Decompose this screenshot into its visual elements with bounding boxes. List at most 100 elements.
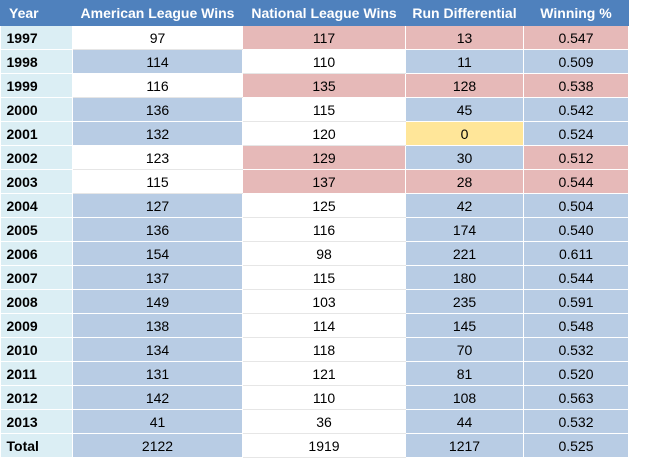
run-differential-cell[interactable]: 128 bbox=[405, 73, 524, 98]
american-league-wins-cell[interactable]: 137 bbox=[72, 265, 243, 290]
run-differential-cell[interactable]: 11 bbox=[405, 49, 524, 74]
year-cell[interactable]: 2009 bbox=[0, 313, 73, 338]
national-league-wins-cell[interactable]: 117 bbox=[242, 25, 406, 50]
winning-percent-cell[interactable]: 0.538 bbox=[523, 73, 629, 98]
american-league-wins-cell[interactable]: 97 bbox=[72, 25, 243, 50]
table-row: 2002 123 129 30 0.512 bbox=[0, 145, 629, 170]
american-league-wins-cell[interactable]: 134 bbox=[72, 337, 243, 362]
run-differential-cell[interactable]: 108 bbox=[405, 385, 524, 410]
header-run-differential[interactable]: Run Differential bbox=[405, 0, 524, 26]
national-league-wins-cell[interactable]: 118 bbox=[242, 337, 406, 362]
year-cell[interactable]: 2008 bbox=[0, 289, 73, 314]
national-league-wins-cell[interactable]: 120 bbox=[242, 121, 406, 146]
national-league-wins-cell[interactable]: 1919 bbox=[242, 433, 406, 458]
run-differential-cell[interactable]: 28 bbox=[405, 169, 524, 194]
national-league-wins-cell[interactable]: 103 bbox=[242, 289, 406, 314]
year-cell[interactable]: 2013 bbox=[0, 409, 73, 434]
winning-percent-cell[interactable]: 0.563 bbox=[523, 385, 629, 410]
american-league-wins-cell[interactable]: 2122 bbox=[72, 433, 243, 458]
winning-percent-cell[interactable]: 0.611 bbox=[523, 241, 629, 266]
run-differential-cell[interactable]: 42 bbox=[405, 193, 524, 218]
year-cell[interactable]: 2000 bbox=[0, 97, 73, 122]
national-league-wins-cell[interactable]: 115 bbox=[242, 265, 406, 290]
winning-percent-cell[interactable]: 0.547 bbox=[523, 25, 629, 50]
run-differential-cell[interactable]: 221 bbox=[405, 241, 524, 266]
run-differential-cell[interactable]: 1217 bbox=[405, 433, 524, 458]
national-league-wins-cell[interactable]: 36 bbox=[242, 409, 406, 434]
run-differential-cell[interactable]: 180 bbox=[405, 265, 524, 290]
run-differential-cell[interactable]: 174 bbox=[405, 217, 524, 242]
national-league-wins-cell[interactable]: 121 bbox=[242, 361, 406, 386]
american-league-wins-cell[interactable]: 138 bbox=[72, 313, 243, 338]
header-winning-percent[interactable]: Winning % bbox=[523, 0, 629, 26]
year-cell[interactable]: 1999 bbox=[0, 73, 73, 98]
american-league-wins-cell[interactable]: 41 bbox=[72, 409, 243, 434]
american-league-wins-cell[interactable]: 149 bbox=[72, 289, 243, 314]
run-differential-cell[interactable]: 44 bbox=[405, 409, 524, 434]
winning-percent-cell[interactable]: 0.532 bbox=[523, 409, 629, 434]
winning-percent-cell[interactable]: 0.509 bbox=[523, 49, 629, 74]
winning-percent-cell[interactable]: 0.532 bbox=[523, 337, 629, 362]
run-differential-cell[interactable]: 70 bbox=[405, 337, 524, 362]
national-league-wins-cell[interactable]: 115 bbox=[242, 97, 406, 122]
national-league-wins-cell[interactable]: 110 bbox=[242, 385, 406, 410]
run-differential-cell[interactable]: 30 bbox=[405, 145, 524, 170]
national-league-wins-cell[interactable]: 110 bbox=[242, 49, 406, 74]
year-cell[interactable]: 2006 bbox=[0, 241, 73, 266]
winning-percent-cell[interactable]: 0.544 bbox=[523, 265, 629, 290]
winning-percent-cell[interactable]: 0.525 bbox=[523, 433, 629, 458]
year-cell[interactable]: 2010 bbox=[0, 337, 73, 362]
run-differential-cell[interactable]: 13 bbox=[405, 25, 524, 50]
winning-percent-cell[interactable]: 0.520 bbox=[523, 361, 629, 386]
header-national-league-wins[interactable]: National League Wins bbox=[242, 0, 406, 26]
winning-percent-cell[interactable]: 0.548 bbox=[523, 313, 629, 338]
year-cell[interactable]: 2004 bbox=[0, 193, 73, 218]
american-league-wins-cell[interactable]: 131 bbox=[72, 361, 243, 386]
year-cell[interactable]: 2007 bbox=[0, 265, 73, 290]
winning-percent-cell[interactable]: 0.504 bbox=[523, 193, 629, 218]
header-american-league-wins[interactable]: American League Wins bbox=[72, 0, 243, 26]
table-row: 1997 97 117 13 0.547 bbox=[0, 25, 629, 50]
year-cell[interactable]: Total bbox=[0, 433, 73, 458]
table-row: 2003 115 137 28 0.544 bbox=[0, 169, 629, 194]
run-differential-cell[interactable]: 81 bbox=[405, 361, 524, 386]
table-row: 2010 134 118 70 0.532 bbox=[0, 337, 629, 362]
year-cell[interactable]: 1997 bbox=[0, 25, 73, 50]
year-cell[interactable]: 2001 bbox=[0, 121, 73, 146]
table-row: 2011 131 121 81 0.520 bbox=[0, 361, 629, 386]
run-differential-cell[interactable]: 45 bbox=[405, 97, 524, 122]
national-league-wins-cell[interactable]: 125 bbox=[242, 193, 406, 218]
year-cell[interactable]: 2002 bbox=[0, 145, 73, 170]
run-differential-cell[interactable]: 145 bbox=[405, 313, 524, 338]
year-cell[interactable]: 2005 bbox=[0, 217, 73, 242]
american-league-wins-cell[interactable]: 136 bbox=[72, 217, 243, 242]
national-league-wins-cell[interactable]: 98 bbox=[242, 241, 406, 266]
national-league-wins-cell[interactable]: 135 bbox=[242, 73, 406, 98]
year-cell[interactable]: 2011 bbox=[0, 361, 73, 386]
year-cell[interactable]: 2012 bbox=[0, 385, 73, 410]
winning-percent-cell[interactable]: 0.542 bbox=[523, 97, 629, 122]
american-league-wins-cell[interactable]: 115 bbox=[72, 169, 243, 194]
header-year[interactable]: Year bbox=[0, 0, 73, 26]
winning-percent-cell[interactable]: 0.524 bbox=[523, 121, 629, 146]
american-league-wins-cell[interactable]: 142 bbox=[72, 385, 243, 410]
american-league-wins-cell[interactable]: 154 bbox=[72, 241, 243, 266]
run-differential-cell[interactable]: 0 bbox=[405, 121, 524, 146]
national-league-wins-cell[interactable]: 114 bbox=[242, 313, 406, 338]
winning-percent-cell[interactable]: 0.591 bbox=[523, 289, 629, 314]
american-league-wins-cell[interactable]: 123 bbox=[72, 145, 243, 170]
year-cell[interactable]: 2003 bbox=[0, 169, 73, 194]
american-league-wins-cell[interactable]: 132 bbox=[72, 121, 243, 146]
winning-percent-cell[interactable]: 0.540 bbox=[523, 217, 629, 242]
american-league-wins-cell[interactable]: 114 bbox=[72, 49, 243, 74]
national-league-wins-cell[interactable]: 116 bbox=[242, 217, 406, 242]
american-league-wins-cell[interactable]: 116 bbox=[72, 73, 243, 98]
year-cell[interactable]: 1998 bbox=[0, 49, 73, 74]
american-league-wins-cell[interactable]: 127 bbox=[72, 193, 243, 218]
winning-percent-cell[interactable]: 0.512 bbox=[523, 145, 629, 170]
national-league-wins-cell[interactable]: 137 bbox=[242, 169, 406, 194]
national-league-wins-cell[interactable]: 129 bbox=[242, 145, 406, 170]
run-differential-cell[interactable]: 235 bbox=[405, 289, 524, 314]
winning-percent-cell[interactable]: 0.544 bbox=[523, 169, 629, 194]
american-league-wins-cell[interactable]: 136 bbox=[72, 97, 243, 122]
